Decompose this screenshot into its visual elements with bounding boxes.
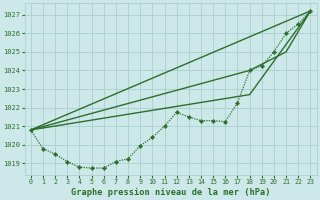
X-axis label: Graphe pression niveau de la mer (hPa): Graphe pression niveau de la mer (hPa) — [71, 188, 270, 197]
